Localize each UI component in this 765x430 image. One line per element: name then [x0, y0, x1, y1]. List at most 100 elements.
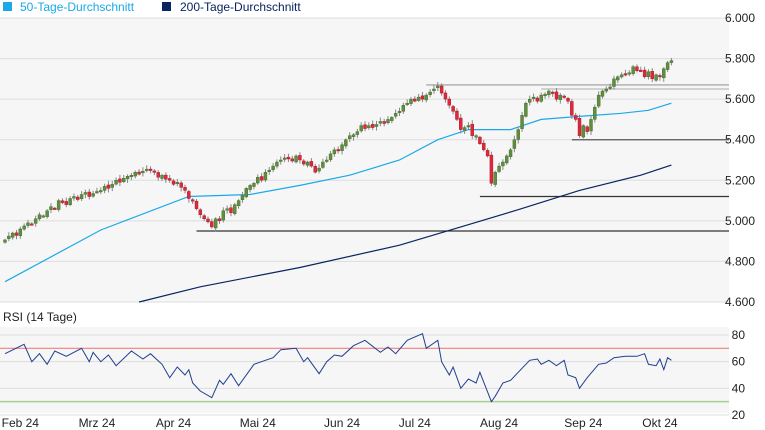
candle-body-up [627, 72, 631, 75]
candle [405, 99, 409, 107]
candle-body-up [432, 88, 436, 91]
price-tick-label: 5.800 [725, 52, 755, 66]
candle-body-up [612, 78, 616, 87]
candle-body-down [554, 91, 559, 100]
candle-body-down [489, 154, 494, 184]
rsi-grid: 80 60 40 20 [0, 328, 745, 422]
candle [669, 57, 674, 66]
candle [416, 93, 421, 102]
candle [459, 113, 463, 134]
x-tick-label: Mrz 24 [79, 416, 116, 430]
candle [424, 93, 428, 103]
candle-body-down [64, 201, 68, 205]
candle [478, 135, 482, 146]
candle-body-down [229, 207, 233, 213]
candle [91, 190, 95, 198]
legend-label-sma50: 50-Tage-Durchschnitt [20, 0, 135, 14]
candle-body-up [654, 74, 658, 81]
candle-body-down [156, 172, 160, 178]
candle [294, 154, 298, 164]
candle [635, 64, 639, 73]
candle [282, 153, 287, 163]
candle [627, 70, 631, 77]
candle-body-down [183, 187, 187, 191]
candle [133, 170, 137, 179]
candle-body-up [37, 214, 42, 220]
candle [49, 203, 53, 214]
candle-body-up [240, 195, 245, 200]
candle [662, 67, 666, 82]
candle [328, 150, 333, 162]
candle [566, 96, 570, 104]
legend-item-sma200[interactable]: 200-Tage-Durchschnitt [162, 0, 301, 14]
candle-body-down [76, 196, 80, 200]
candle [10, 231, 15, 240]
legend-item-sma50[interactable]: 50-Tage-Durchschnitt [3, 0, 135, 14]
candle [118, 174, 122, 187]
candle-body-up [68, 198, 72, 206]
candle-body-up [102, 186, 107, 191]
candle-body-down [658, 75, 662, 78]
candle [554, 88, 559, 102]
candle [351, 133, 356, 141]
sma200-line [138, 164, 672, 303]
candle-body-up [344, 139, 348, 147]
candle [393, 109, 398, 119]
rsi-title: RSI (14 Tage) [3, 310, 77, 324]
candle-body-up [275, 161, 279, 167]
x-tick-label: Jun 24 [324, 416, 360, 430]
candle [18, 226, 23, 239]
candle-body-up [374, 124, 379, 127]
candle-body-down [482, 142, 486, 151]
candle-body-up [175, 182, 180, 185]
legend-swatch-sma50 [3, 2, 12, 11]
candle-body-up [95, 191, 99, 194]
candle [60, 198, 65, 205]
candle [409, 96, 413, 107]
candle [313, 163, 317, 174]
candle [64, 197, 68, 208]
x-tick-label: Aug 24 [480, 416, 518, 430]
candle [122, 174, 126, 184]
candle-body-down [148, 168, 153, 171]
candle [570, 99, 574, 119]
candle-body-up [271, 165, 275, 170]
candle-body-up [133, 171, 137, 177]
candle [658, 73, 662, 81]
candle [317, 164, 321, 174]
candle [256, 174, 260, 185]
candle [305, 160, 310, 168]
moving-average-lines [4, 102, 672, 303]
x-tick-label: Feb 24 [2, 416, 40, 430]
candle-body-up [10, 232, 15, 238]
candle [585, 125, 589, 135]
candle-body-up [3, 239, 7, 243]
candle [145, 165, 149, 173]
candle-body-up [539, 94, 543, 102]
candle-body-down [642, 69, 647, 78]
candle-body-down [470, 123, 474, 136]
candle-body-up [22, 225, 26, 230]
price-tick-label: 6.000 [725, 11, 755, 25]
candle [593, 104, 597, 123]
candle-body-down [562, 95, 566, 98]
candle [332, 147, 337, 157]
candle-body-up [294, 155, 298, 163]
candle-body-down [164, 174, 168, 180]
candle-body-up [401, 105, 406, 112]
candle [550, 90, 555, 97]
candle-body-up [424, 94, 428, 101]
candle [179, 180, 183, 192]
candle-body-up [332, 149, 337, 155]
candle [543, 92, 547, 99]
price-grid: 6.000 5.800 5.600 5.400 5.200 5.000 4.800 4.600 [0, 11, 755, 309]
candle [370, 120, 375, 131]
candle-body-up [221, 210, 226, 221]
candle-body-up [604, 88, 609, 92]
candle [528, 95, 532, 106]
candle-body-up [141, 170, 145, 174]
candle [470, 120, 474, 140]
candle-body-down [206, 218, 210, 223]
candle-body-down [60, 200, 65, 203]
